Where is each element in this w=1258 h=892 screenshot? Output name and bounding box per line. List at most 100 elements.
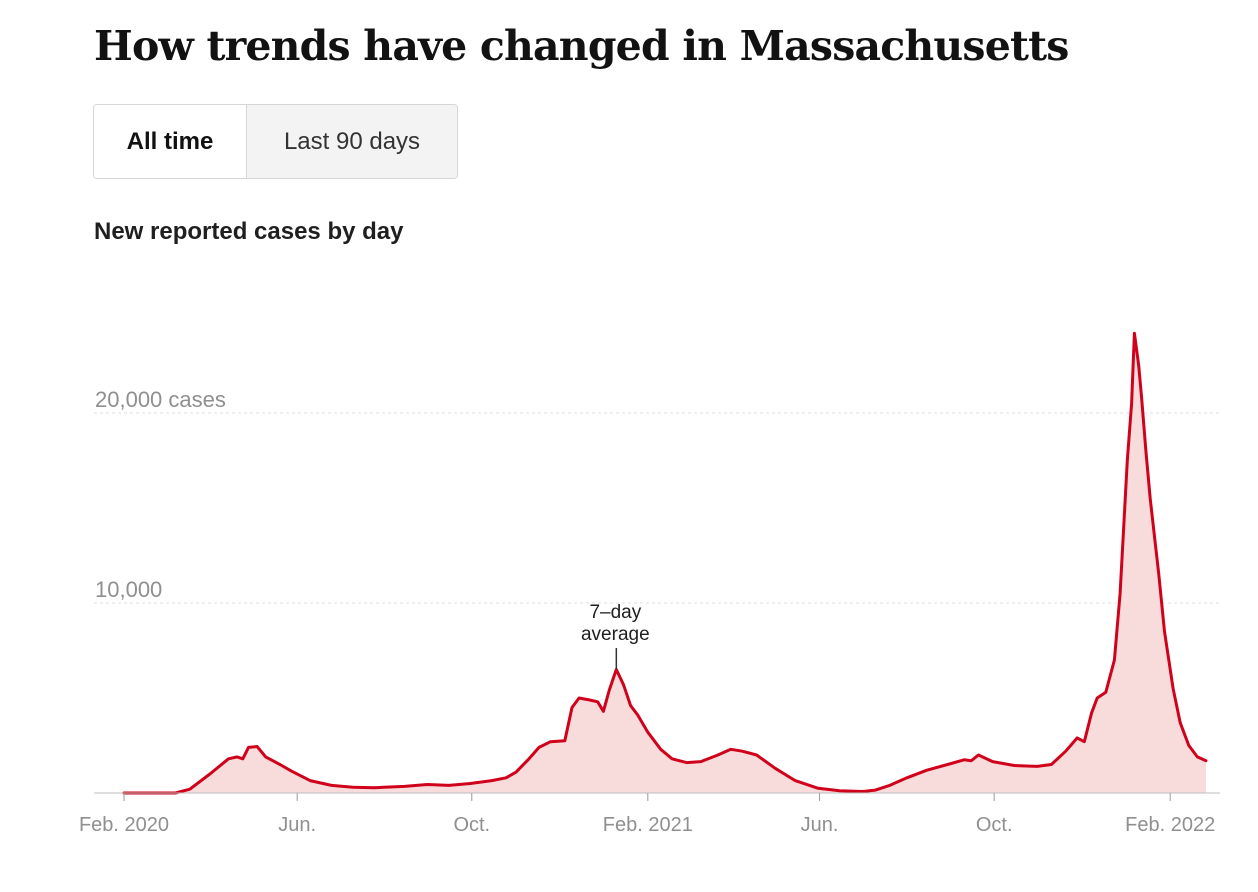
data-point (1050, 763, 1052, 766)
data-point (1138, 364, 1140, 367)
x-tick-label: Oct. (453, 814, 490, 836)
data-point (1090, 712, 1093, 714)
data-point (227, 758, 230, 760)
data-point (1126, 459, 1128, 462)
series-area (124, 333, 1206, 793)
data-point (926, 769, 928, 771)
data-point (660, 748, 662, 750)
data-point (1076, 737, 1078, 739)
data-point (963, 759, 965, 761)
last-90-days-button[interactable]: Last 90 days (247, 105, 457, 178)
grid-lines (94, 412, 1220, 604)
x-tick-label: Feb. 2020 (79, 814, 169, 836)
axis-labels: 10,000 20,000 cases Feb. 2020 Jun. Oct. Feb. … (79, 387, 1215, 836)
data-point (950, 762, 952, 765)
data-point (1145, 450, 1147, 452)
data-point (1036, 765, 1038, 768)
data-point (685, 762, 688, 764)
data-point (1013, 764, 1015, 767)
data-point (647, 731, 649, 733)
y-tick-label: 10,000 (95, 577, 162, 602)
data-point (373, 787, 376, 789)
data-point (469, 782, 471, 785)
series-line (122, 331, 1208, 795)
data-point (1065, 750, 1067, 752)
data-point (265, 756, 267, 758)
data-point (700, 761, 702, 763)
data-point (1172, 687, 1174, 690)
data-point (741, 750, 743, 752)
data-point (608, 689, 610, 692)
data-point (817, 787, 819, 789)
data-point (756, 754, 758, 756)
data-point (247, 746, 250, 749)
annotation-line2: average (581, 624, 650, 645)
chart-title: New reported cases by day (94, 218, 404, 245)
data-point (564, 740, 566, 742)
data-point (889, 784, 891, 787)
data-point (906, 777, 908, 779)
data-point (290, 770, 292, 772)
data-point (1096, 697, 1098, 699)
data-point (330, 784, 333, 787)
area-layer (122, 331, 1208, 795)
data-point (861, 790, 864, 793)
data-point (549, 741, 552, 743)
data-point (977, 754, 980, 756)
data-point (1205, 760, 1207, 762)
data-point (256, 745, 258, 748)
data-point (1158, 573, 1160, 576)
data-point (839, 790, 841, 792)
data-point (1083, 741, 1085, 743)
data-point (774, 767, 776, 769)
data-point (1105, 691, 1107, 693)
data-point (571, 706, 573, 709)
data-point (242, 758, 244, 760)
data-point (209, 773, 211, 775)
data-point (588, 699, 590, 701)
data-point (602, 710, 605, 712)
x-tick-label: Jun. (278, 814, 316, 836)
x-tick-label: Feb. 2022 (1125, 814, 1215, 836)
x-tick-label: Feb. 2021 (603, 814, 693, 836)
data-point (1163, 630, 1166, 633)
data-point (717, 754, 719, 756)
x-axis (94, 792, 1220, 801)
all-time-button[interactable]: All time (94, 105, 247, 178)
data-point (794, 780, 796, 782)
data-point (1149, 497, 1151, 500)
data-point (597, 701, 599, 703)
data-point (1196, 756, 1198, 758)
data-point (189, 788, 191, 790)
data-point (515, 771, 517, 773)
data-point (970, 760, 972, 762)
data-point (578, 697, 580, 699)
data-point (426, 783, 428, 786)
data-point (1133, 332, 1135, 334)
data-point (992, 761, 994, 763)
data-point (1113, 659, 1115, 661)
data-point (730, 748, 732, 750)
data-point (622, 684, 625, 686)
data-point (491, 780, 493, 782)
data-point (637, 714, 639, 716)
data-point (1141, 397, 1143, 399)
data-point (403, 785, 406, 788)
data-point (1188, 744, 1190, 747)
data-point (448, 784, 450, 787)
data-point (1119, 592, 1121, 595)
x-tick-label: Oct. (976, 814, 1013, 836)
x-tick-label: Jun. (801, 814, 839, 836)
data-point (1179, 722, 1181, 724)
data-point (538, 746, 540, 749)
data-point (505, 777, 507, 779)
data-point (630, 705, 632, 707)
page-title: How trends have changed in Massachusetts (94, 22, 1069, 70)
data-point (874, 789, 877, 791)
data-point (1131, 402, 1133, 405)
data-point (236, 756, 238, 758)
y-tick-label: 20,000 cases (95, 387, 226, 412)
data-point (309, 780, 311, 782)
